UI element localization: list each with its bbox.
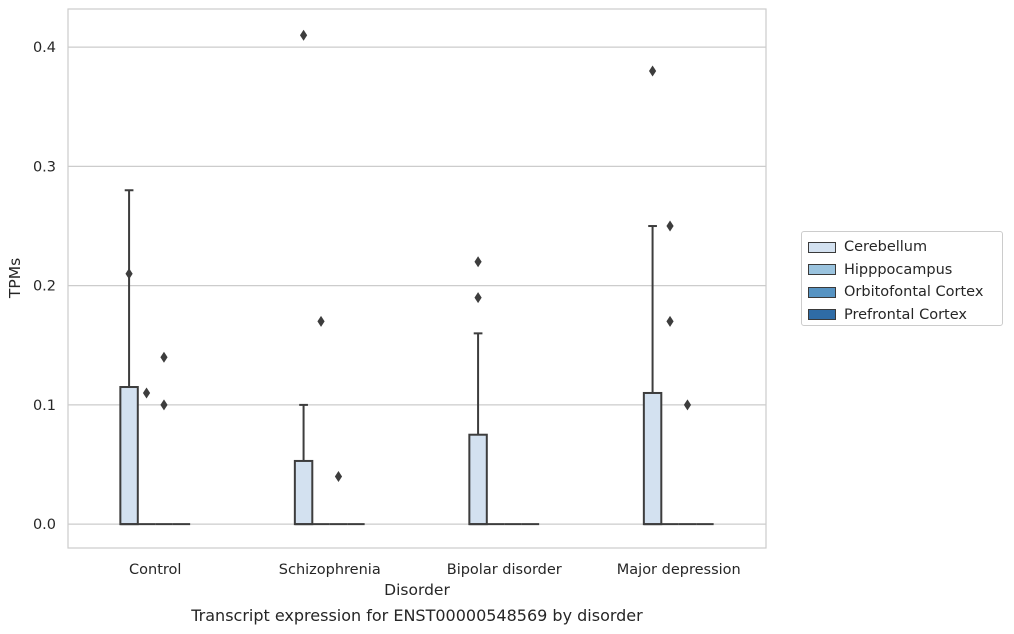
x-tick-label: Bipolar disorder xyxy=(447,562,562,578)
outlier-point xyxy=(142,387,151,399)
legend-label: Prefrontal Cortex xyxy=(844,306,967,323)
outlier-point xyxy=(334,470,343,482)
y-tick-label: 0.4 xyxy=(33,40,56,56)
outlier-point xyxy=(474,292,482,304)
box-0-2 xyxy=(468,256,488,526)
box-2-1 xyxy=(329,470,348,526)
legend-item-cerebellum: Cerebellum xyxy=(808,236,1002,259)
outlier-point xyxy=(125,268,133,280)
box-body xyxy=(468,433,488,526)
y-tick-label: 0.1 xyxy=(33,398,56,414)
x-tick-label: Schizophrenia xyxy=(279,562,381,578)
legend-item-prefrontal-cortex: Prefrontal Cortex xyxy=(808,304,1002,327)
box-0-3 xyxy=(642,65,663,526)
chart-caption: Transcript expression for ENST0000054856… xyxy=(191,606,643,625)
legend-label: Cerebellum xyxy=(844,239,928,256)
legend-label: Orbitofontal Cortex xyxy=(844,284,984,301)
legend-item-orbitofrontal-cortex: Orbitofontal Cortex xyxy=(808,281,1002,304)
x-axis-ticks: Control Schizophrenia Bipolar disorder Majo… xyxy=(129,562,741,578)
x-tick-label: Control xyxy=(129,562,181,578)
legend-item-hippocampus: Hipppocampus xyxy=(808,259,1002,282)
outlier-point xyxy=(299,29,308,41)
legend: Cerebellum Hipppocampus Orbitofontal Cor… xyxy=(801,231,1003,326)
legend-swatch xyxy=(808,241,836,253)
box-0-1 xyxy=(293,29,314,526)
box-2-3 xyxy=(678,399,697,526)
box-1-0 xyxy=(137,387,156,526)
box-1-1 xyxy=(312,315,330,526)
outlier-point xyxy=(666,315,674,327)
box-0-0 xyxy=(119,189,139,526)
outlier-point xyxy=(474,256,482,268)
outlier-point xyxy=(666,220,674,232)
x-tick-label: Major depression xyxy=(617,562,741,578)
outlier-point xyxy=(160,351,168,363)
outlier-point xyxy=(160,399,168,411)
box-body xyxy=(119,386,139,526)
outlier-point xyxy=(317,315,325,327)
y-tick-label: 0.2 xyxy=(33,279,56,295)
legend-label: Hipppocampus xyxy=(844,261,953,278)
y-tick-label: 0.0 xyxy=(33,517,56,533)
box-body xyxy=(642,391,663,526)
box-1-3 xyxy=(661,220,679,526)
y-tick-label: 0.3 xyxy=(33,159,56,175)
outlier-point xyxy=(683,399,692,411)
plot-frame xyxy=(67,8,767,549)
y-axis-title: TPMs xyxy=(6,258,24,299)
x-axis-title: Disorder xyxy=(384,581,450,599)
box-plot-series xyxy=(119,29,714,526)
box-body xyxy=(293,459,314,526)
y-axis-ticks: 0.0 0.1 0.2 0.3 0.4 xyxy=(33,40,56,533)
outlier-point xyxy=(648,65,657,77)
box-2-0 xyxy=(155,351,173,526)
legend-swatch xyxy=(808,286,836,298)
legend-swatch xyxy=(808,264,836,276)
legend-swatch xyxy=(808,309,836,321)
